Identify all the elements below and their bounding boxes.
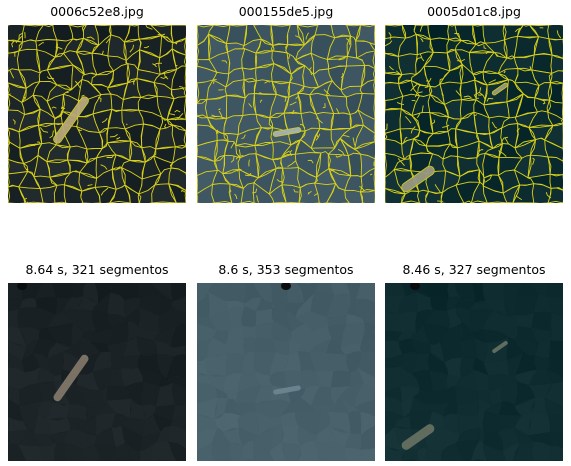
ship-shape [53, 96, 89, 144]
segmented-satellite-image [385, 25, 563, 203]
panel-title: 8.46 s, 327 segmentos [402, 262, 546, 277]
ship-shape [491, 82, 509, 96]
mean-color-satellite-image [197, 283, 375, 461]
ship-shape [401, 424, 435, 450]
segmented-satellite-image [8, 25, 186, 203]
ship-shape [401, 165, 435, 193]
panel-title: 0006c52e8.jpg [50, 4, 144, 19]
panel-title: 000155de5.jpg [238, 4, 334, 19]
panel-title: 8.6 s, 353 segmentos [218, 262, 354, 277]
artifact-shape [281, 283, 291, 290]
panel-title: 8.64 s, 321 segmentos [25, 262, 169, 277]
mean-color-satellite-image [8, 283, 186, 461]
artifact-shape [410, 283, 420, 290]
ship-shape [53, 354, 89, 402]
segmented-satellite-image [197, 25, 375, 203]
ship-shape [272, 127, 302, 137]
mean-color-satellite-image [385, 283, 563, 461]
ship-shape [492, 340, 508, 354]
panel-title: 0005d01c8.jpg [427, 4, 521, 19]
artifact-shape [17, 283, 27, 290]
ship-shape [273, 385, 301, 395]
